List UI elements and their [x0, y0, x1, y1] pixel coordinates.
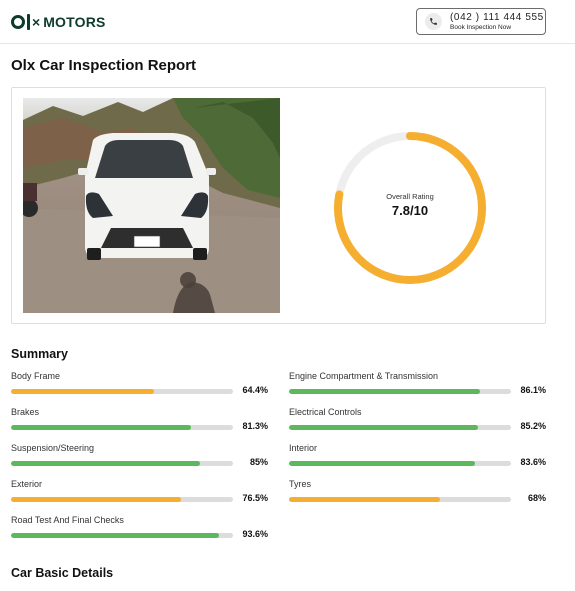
metric-percent: 83.6%: [520, 457, 546, 467]
metric-percent: 81.3%: [242, 421, 268, 431]
top-bar: × MOTORS (042 ) 111 444 555 Book Inspect…: [0, 0, 575, 44]
metric-fill: [289, 389, 481, 394]
metric-brakes: Brakes 81.3%: [11, 407, 268, 437]
metric-percent: 76.5%: [242, 493, 268, 503]
metric-track: [289, 389, 511, 394]
metric-label: Tyres: [289, 479, 312, 489]
rating-ring: [334, 132, 486, 284]
metric-fill: [289, 497, 440, 502]
metric-track: [11, 497, 233, 502]
metric-track: [11, 461, 233, 466]
metric-fill: [11, 461, 200, 466]
metric-suspension-steering: Suspension/Steering 85%: [11, 443, 268, 473]
logo-brand-text: MOTORS: [43, 14, 106, 30]
metric-track: [11, 425, 233, 430]
phone-number: (042 ) 111 444 555: [450, 12, 544, 23]
overall-rating-gauge: Overall Rating 7.8/10: [330, 128, 490, 288]
summary-heading: Summary: [11, 347, 68, 361]
metric-label: Suspension/Steering: [11, 443, 95, 453]
car-basic-details-heading: Car Basic Details: [11, 566, 114, 580]
metric-label: Body Frame: [11, 371, 61, 381]
metric-percent: 85%: [249, 457, 268, 467]
metric-percent: 85.2%: [520, 421, 546, 431]
metric-track: [289, 425, 511, 430]
metric-track: [11, 533, 233, 538]
metric-road-test: Road Test And Final Checks 93.6%: [11, 515, 268, 545]
metric-label: Road Test And Final Checks: [11, 515, 124, 525]
metric-engine-transmission: Engine Compartment & Transmission 86.1%: [289, 371, 546, 401]
olx-motors-logo[interactable]: × MOTORS: [11, 12, 106, 32]
metric-label: Engine Compartment & Transmission: [289, 371, 439, 381]
metric-body-frame: Body Frame 64.4%: [11, 371, 268, 401]
page-title: Olx Car Inspection Report: [11, 57, 197, 74]
phone-icon: [425, 13, 442, 30]
metric-percent: 86.1%: [520, 385, 546, 395]
metric-label: Brakes: [11, 407, 40, 417]
metric-track: [289, 497, 511, 502]
metric-percent: 64.4%: [242, 385, 268, 395]
metric-tyres: Tyres 68%: [289, 479, 546, 509]
metric-fill: [289, 425, 479, 430]
overall-rating-value: 7.8/10: [391, 203, 429, 218]
metric-electrical-controls: Electrical Controls 85.2%: [289, 407, 546, 437]
metric-interior: Interior 83.6%: [289, 443, 546, 473]
metric-fill: [11, 497, 181, 502]
metric-exterior: Exterior 76.5%: [11, 479, 268, 509]
inspection-overview-card: Overall Rating 7.8/10: [11, 87, 546, 324]
metric-percent: 93.6%: [242, 529, 268, 539]
car-photo[interactable]: [23, 98, 280, 313]
metric-track: [11, 389, 233, 394]
metric-fill: [11, 425, 192, 430]
car-photo-illustration: [23, 98, 280, 313]
logo-x-mark: ×: [32, 14, 41, 30]
logo-o-mark: [11, 15, 25, 29]
overall-rating-label: Overall Rating: [386, 192, 434, 201]
logo-l-mark: [27, 14, 30, 30]
metric-fill: [289, 461, 475, 466]
metric-label: Electrical Controls: [289, 407, 362, 417]
metric-fill: [11, 389, 154, 394]
metric-label: Exterior: [11, 479, 43, 489]
metric-percent: 68%: [527, 493, 546, 503]
metric-track: [289, 461, 511, 466]
book-inspection-label: Book Inspection Now: [450, 24, 512, 31]
metric-label: Interior: [289, 443, 318, 453]
book-inspection-button[interactable]: (042 ) 111 444 555 Book Inspection Now: [416, 8, 546, 35]
rating-arc: [334, 132, 486, 284]
metric-fill: [11, 533, 219, 538]
